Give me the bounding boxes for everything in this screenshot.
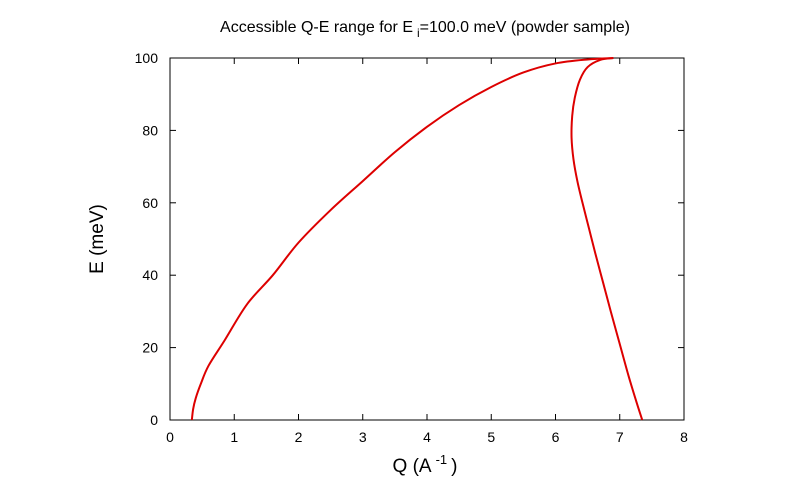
x-tick-label: 8 <box>680 429 688 445</box>
x-tick-label: 5 <box>487 429 495 445</box>
series-line-1 <box>190 57 614 421</box>
x-axis-label-end: ) <box>451 456 457 477</box>
x-tick-label: 4 <box>423 429 431 445</box>
x-tick-label: 6 <box>552 429 560 445</box>
y-tick-label: 100 <box>135 50 159 66</box>
x-axis-label-superscript: -1 <box>436 452 448 467</box>
y-tick-label: 0 <box>150 412 158 428</box>
x-tick-label: 7 <box>616 429 624 445</box>
plot-area-frame <box>169 57 685 421</box>
x-tick-label: 3 <box>359 429 367 445</box>
x-tick-label: 0 <box>166 429 174 445</box>
series-layer <box>190 57 644 421</box>
chart-title-prefix: Accessible Q-E range for E <box>220 19 413 36</box>
y-tick-label: 80 <box>142 122 158 138</box>
chart-title-suffix: =100.0 meV (powder sample) <box>420 19 630 36</box>
y-tick-label: 40 <box>142 267 158 283</box>
chart-title: Accessible Q-E range for E i=100.0 meV (p… <box>220 19 630 40</box>
chart-title-subscript: i <box>417 26 420 40</box>
x-axis-label-main: Q (A <box>393 456 432 477</box>
y-axis-label: E (meV) <box>87 204 108 274</box>
x-axis-label: Q (A -1) <box>393 452 458 477</box>
x-tick-label: 2 <box>295 429 303 445</box>
y-tick-label: 60 <box>142 195 158 211</box>
y-tick-label: 20 <box>142 340 158 356</box>
x-tick-label: 1 <box>230 429 238 445</box>
x-axis: 0 1 2 3 4 5 6 7 8 <box>166 58 688 445</box>
series-line-2 <box>570 57 644 421</box>
y-axis: 0 20 40 60 80 100 <box>135 50 684 428</box>
